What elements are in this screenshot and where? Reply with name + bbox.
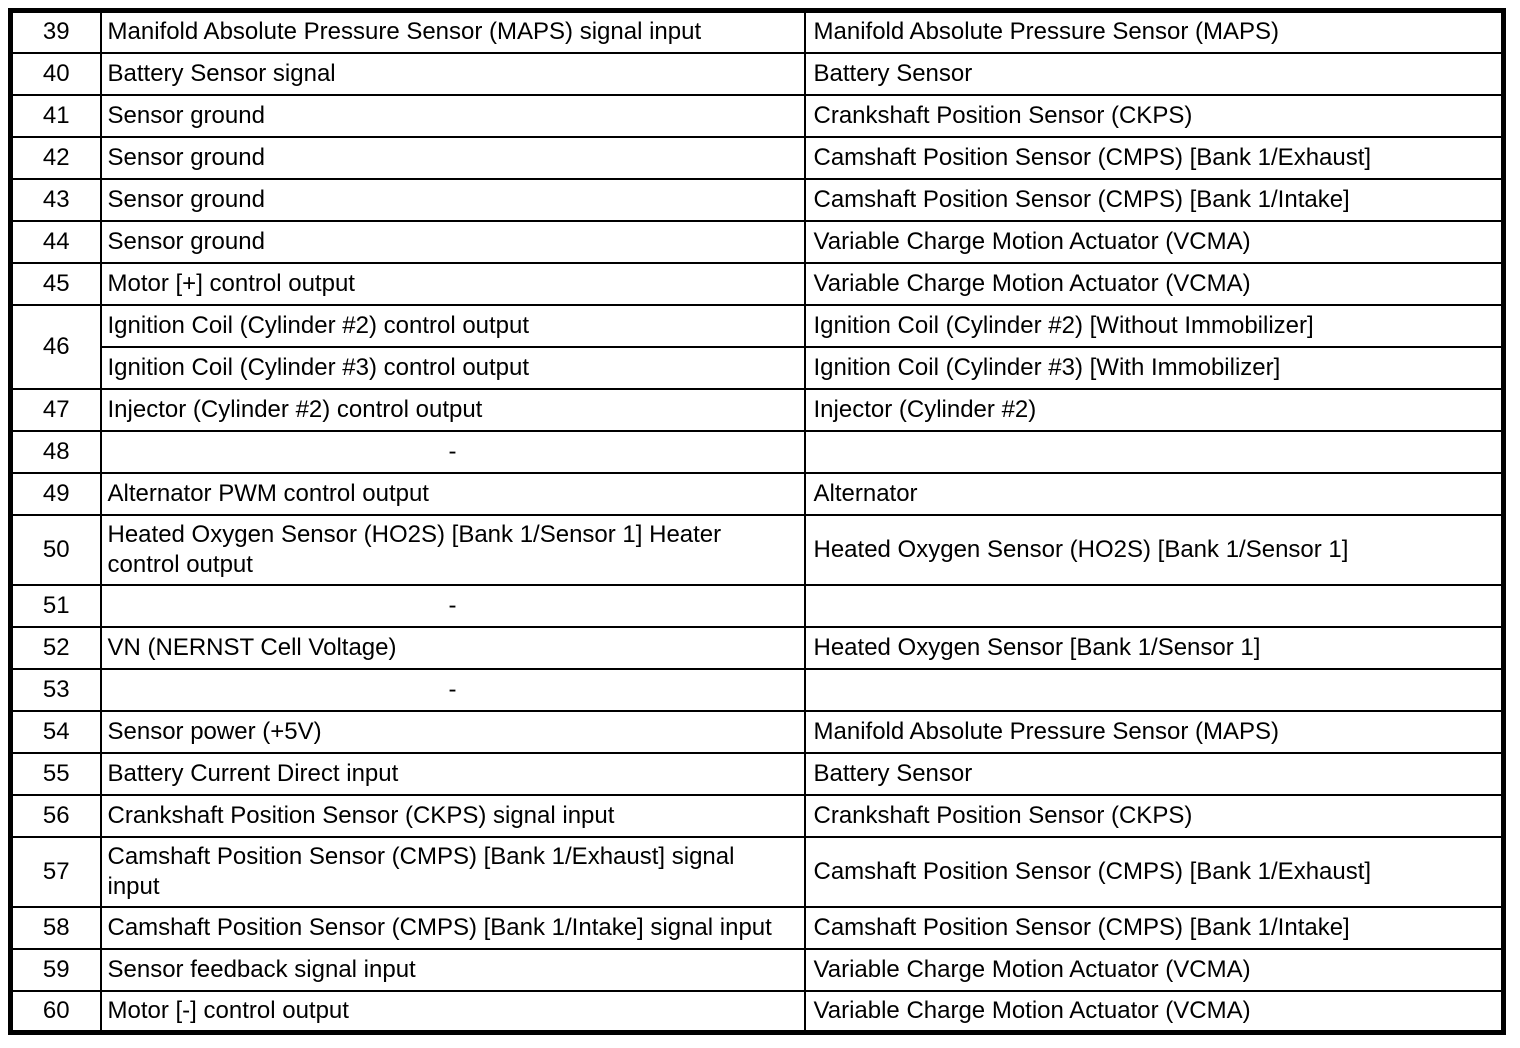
connected-component-cell xyxy=(803,583,1505,628)
pin-description-cell: Sensor ground xyxy=(99,177,806,222)
table-row: 39 Manifold Absolute Pressure Sensor (MAP… xyxy=(9,9,1505,54)
connected-component-cell: Variable Charge Motion Actuator (VCMA) xyxy=(803,947,1505,992)
ecm-pin-table: 39 Manifold Absolute Pressure Sensor (MAP… xyxy=(8,8,1506,1035)
connected-component-cell: Alternator xyxy=(803,471,1505,516)
connected-component-cell: Battery Sensor xyxy=(803,751,1505,796)
pin-number-cell: 53 xyxy=(9,667,102,712)
connected-component-cell: Crankshaft Position Sensor (CKPS) xyxy=(803,93,1505,138)
pin-description-cell: - xyxy=(99,583,806,628)
connected-component-cell: Ignition Coil (Cylinder #3) [With Immobi… xyxy=(803,345,1505,390)
pin-description-cell: Alternator PWM control output xyxy=(99,471,806,516)
connected-component-cell: Crankshaft Position Sensor (CKPS) xyxy=(803,793,1505,838)
pin-number-cell: 46 xyxy=(9,303,102,390)
connected-component-cell: Manifold Absolute Pressure Sensor (MAPS) xyxy=(803,9,1505,54)
pin-description-cell: Ignition Coil (Cylinder #3) control outp… xyxy=(99,345,806,390)
pin-description-cell: Camshaft Position Sensor (CMPS) [Bank 1/… xyxy=(99,905,806,950)
table-row: 45 Motor [+] control output Variable Charg… xyxy=(9,261,1505,306)
pin-description-cell: Crankshaft Position Sensor (CKPS) signal… xyxy=(99,793,806,838)
pin-description-cell: Sensor ground xyxy=(99,219,806,264)
pin-description-cell: Injector (Cylinder #2) control output xyxy=(99,387,806,432)
pin-number-cell: 52 xyxy=(9,625,102,670)
table-row: 56 Crankshaft Position Sensor (CKPS) sign… xyxy=(9,793,1505,838)
table-row: 40 Battery Sensor signal Battery Sensor xyxy=(9,51,1505,96)
pin-description-cell: Heated Oxygen Sensor (HO2S) [Bank 1/Sens… xyxy=(99,513,806,586)
pin-description-cell: - xyxy=(99,667,806,712)
table-row: 50 Heated Oxygen Sensor (HO2S) [Bank 1/Se… xyxy=(9,513,1505,586)
pin-number-cell: 43 xyxy=(9,177,102,222)
connected-component-cell xyxy=(803,429,1505,474)
pin-number-cell: 40 xyxy=(9,51,102,96)
table-row: 53- xyxy=(9,667,1505,712)
table-row: 52 VN (NERNST Cell Voltage) Heated Oxygen … xyxy=(9,625,1505,670)
pin-description-cell: Battery Current Direct input xyxy=(99,751,806,796)
pin-number-cell: 41 xyxy=(9,93,102,138)
pin-description-cell: Battery Sensor signal xyxy=(99,51,806,96)
pin-description-cell: Camshaft Position Sensor (CMPS) [Bank 1/… xyxy=(99,835,806,908)
pin-description-cell: Sensor power (+5V) xyxy=(99,709,806,754)
pin-description-cell: Manifold Absolute Pressure Sensor (MAPS)… xyxy=(99,9,806,54)
pin-number-cell: 55 xyxy=(9,751,102,796)
table-row: 48- xyxy=(9,429,1505,474)
pin-number-cell: 45 xyxy=(9,261,102,306)
pin-number-cell: 57 xyxy=(9,835,102,908)
pin-description-cell: Sensor ground xyxy=(99,135,806,180)
connected-component-cell: Camshaft Position Sensor (CMPS) [Bank 1/… xyxy=(803,135,1505,180)
connected-component-cell: Variable Charge Motion Actuator (VCMA) xyxy=(803,989,1505,1034)
pin-number-cell: 48 xyxy=(9,429,102,474)
connected-component-cell xyxy=(803,667,1505,712)
pin-number-cell: 49 xyxy=(9,471,102,516)
pin-description-cell: Motor [+] control output xyxy=(99,261,806,306)
connected-component-cell: Battery Sensor xyxy=(803,51,1505,96)
table-row: 42 Sensor ground Camshaft Position Sensor … xyxy=(9,135,1505,180)
ecm-pin-table-body: 39 Manifold Absolute Pressure Sensor (MAP… xyxy=(9,9,1505,1034)
pin-description-cell: VN (NERNST Cell Voltage) xyxy=(99,625,806,670)
pin-number-cell: 56 xyxy=(9,793,102,838)
connected-component-cell: Variable Charge Motion Actuator (VCMA) xyxy=(803,219,1505,264)
table-row: 47 Injector (Cylinder #2) control output I… xyxy=(9,387,1505,432)
connected-component-cell: Camshaft Position Sensor (CMPS) [Bank 1/… xyxy=(803,835,1505,908)
table-row: 43 Sensor ground Camshaft Position Sensor … xyxy=(9,177,1505,222)
table-row: 44 Sensor ground Variable Charge Motion Ac… xyxy=(9,219,1505,264)
pin-number-cell: 50 xyxy=(9,513,102,586)
pin-description-cell: Ignition Coil (Cylinder #2) control outp… xyxy=(99,303,806,348)
connected-component-cell: Ignition Coil (Cylinder #2) [Without Imm… xyxy=(803,303,1505,348)
connected-component-cell: Variable Charge Motion Actuator (VCMA) xyxy=(803,261,1505,306)
pin-description-cell: Sensor feedback signal input xyxy=(99,947,806,992)
pin-description-cell: Sensor ground xyxy=(99,93,806,138)
table-row: 55 Battery Current Direct input Battery Se… xyxy=(9,751,1505,796)
pin-number-cell: 60 xyxy=(9,989,102,1034)
pin-description-cell: - xyxy=(99,429,806,474)
pin-number-cell: 54 xyxy=(9,709,102,754)
pin-number-cell: 51 xyxy=(9,583,102,628)
table-row: 57 Camshaft Position Sensor (CMPS) [Bank … xyxy=(9,835,1505,908)
connected-component-cell: Heated Oxygen Sensor (HO2S) [Bank 1/Sens… xyxy=(803,513,1505,586)
pin-number-cell: 42 xyxy=(9,135,102,180)
connected-component-cell: Injector (Cylinder #2) xyxy=(803,387,1505,432)
table-row: 60 Motor [-] control output Variable Charg… xyxy=(9,989,1505,1034)
table-row: 51- xyxy=(9,583,1505,628)
pin-number-cell: 47 xyxy=(9,387,102,432)
connected-component-cell: Camshaft Position Sensor (CMPS) [Bank 1/… xyxy=(803,905,1505,950)
connected-component-cell: Heated Oxygen Sensor [Bank 1/Sensor 1] xyxy=(803,625,1505,670)
pin-description-cell: Motor [-] control output xyxy=(99,989,806,1034)
table-row: 41 Sensor ground Crankshaft Position Senso… xyxy=(9,93,1505,138)
table-row: 59 Sensor feedback signal input Variable C… xyxy=(9,947,1505,992)
connected-component-cell: Camshaft Position Sensor (CMPS) [Bank 1/… xyxy=(803,177,1505,222)
table-row: 54 Sensor power (+5V) Manifold Absolute Pr… xyxy=(9,709,1505,754)
pin-number-cell: 39 xyxy=(9,9,102,54)
connected-component-cell: Manifold Absolute Pressure Sensor (MAPS) xyxy=(803,709,1505,754)
pin-number-cell: 44 xyxy=(9,219,102,264)
table-row: Ignition Coil (Cylinder #3) control outp… xyxy=(11,345,1505,390)
pin-number-cell: 58 xyxy=(9,905,102,950)
pin-number-cell: 59 xyxy=(9,947,102,992)
table-row: 46 Ignition Coil (Cylinder #2) control ou… xyxy=(9,303,1505,390)
table-row: 58 Camshaft Position Sensor (CMPS) [Bank … xyxy=(9,905,1505,950)
table-row: 49 Alternator PWM control output Alternato… xyxy=(9,471,1505,516)
